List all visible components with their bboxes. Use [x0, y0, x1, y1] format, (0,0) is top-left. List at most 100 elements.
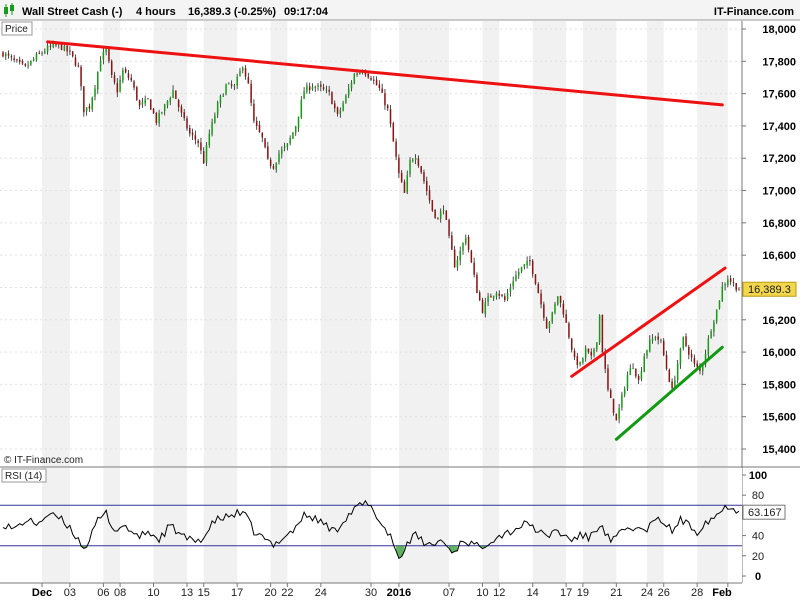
candle-body: [216, 102, 219, 115]
candle: [732, 277, 735, 287]
candle-body: [322, 87, 325, 90]
candle-body: [55, 44, 57, 46]
candle: [607, 364, 609, 392]
candle: [158, 109, 160, 127]
price-tick-label: 17,200: [762, 153, 796, 165]
candle: [328, 85, 330, 96]
candle-body: [392, 123, 395, 142]
red-resistance-short-trendline: [570, 266, 727, 378]
candle-body: [587, 348, 590, 353]
candle-body: [320, 84, 322, 87]
candle: [294, 125, 297, 136]
candle: [141, 97, 144, 108]
candle-body: [83, 86, 85, 113]
candle-body: [261, 132, 264, 138]
candle: [582, 357, 584, 365]
candle: [526, 256, 528, 269]
period-band: [482, 21, 500, 467]
candle: [127, 70, 130, 81]
rsi-tick-label: 20: [752, 551, 764, 563]
price-y-axis: 15,40015,60015,80016,00016,20016,40016,6…: [742, 24, 796, 456]
candle: [80, 64, 82, 91]
timeframe: 4 hours: [136, 6, 176, 18]
candle-body: [389, 109, 392, 125]
candle: [122, 67, 124, 84]
candle-body: [523, 264, 526, 267]
candle: [283, 142, 286, 152]
candle-body: [384, 93, 386, 106]
candle-body: [24, 63, 27, 66]
candle: [381, 83, 383, 93]
candle: [590, 348, 593, 360]
candle: [559, 295, 562, 308]
candle-body: [177, 99, 180, 108]
candle-body: [584, 348, 587, 358]
candle-body: [250, 83, 252, 103]
candle-body: [269, 159, 272, 166]
candle: [635, 368, 637, 379]
candle-body: [626, 374, 629, 389]
candle-body: [10, 56, 13, 58]
candle-body: [373, 79, 375, 81]
candle-body: [94, 88, 96, 97]
candle: [445, 209, 448, 221]
period-band: [320, 21, 371, 467]
candle: [534, 273, 537, 286]
candle: [646, 349, 648, 359]
candle: [300, 96, 303, 120]
candle-body: [545, 318, 548, 329]
candle: [138, 99, 141, 110]
x-tick-label: 24: [315, 587, 327, 599]
rsi-period-band: [270, 468, 288, 583]
candle: [230, 80, 233, 89]
watermark: © IT-Finance.com: [4, 455, 83, 466]
candle: [46, 41, 49, 55]
candle-body: [662, 340, 665, 356]
candle: [83, 86, 85, 117]
candle: [16, 58, 18, 63]
candle: [250, 79, 252, 107]
price-tick-label: 15,600: [762, 412, 796, 424]
candle-body: [375, 79, 378, 86]
candle-body: [175, 90, 177, 100]
candle-body: [225, 84, 227, 95]
candle-body: [130, 77, 133, 81]
candle-body: [317, 85, 319, 87]
candle-body: [699, 367, 701, 371]
rsi-period-band: [647, 468, 664, 583]
candle: [236, 73, 238, 90]
candle-body: [333, 103, 336, 109]
candle-body: [350, 82, 353, 89]
candle: [331, 91, 333, 105]
candle-body: [674, 379, 676, 388]
candle: [718, 300, 721, 310]
candle: [94, 85, 96, 101]
candle: [579, 361, 581, 367]
candle: [97, 71, 99, 94]
period-band: [647, 21, 664, 467]
candle-body: [99, 60, 102, 72]
candle-body: [133, 81, 135, 88]
candle: [492, 295, 495, 301]
candle-body: [593, 349, 595, 355]
candle-body: [568, 323, 570, 338]
candle: [423, 169, 425, 184]
candle-body: [191, 132, 194, 136]
candle: [651, 334, 654, 344]
candle-icon: [4, 3, 14, 17]
candle: [520, 266, 523, 274]
candle-body: [108, 48, 110, 62]
candle-body: [526, 261, 528, 266]
candle-body: [459, 251, 461, 261]
candle-body: [228, 83, 230, 85]
candle-body: [685, 336, 687, 346]
candle-body: [682, 336, 685, 349]
candle-body: [386, 105, 389, 109]
candle: [13, 54, 15, 63]
price-label-box: [1, 21, 33, 36]
candle-body: [487, 296, 489, 302]
candle: [470, 249, 473, 264]
candle-body: [490, 295, 492, 298]
candle-body: [434, 209, 436, 218]
candle: [21, 59, 24, 66]
